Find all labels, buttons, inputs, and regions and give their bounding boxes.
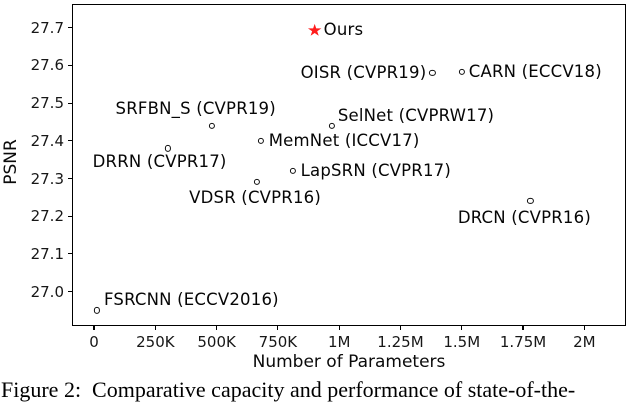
x-tick-label: 750K bbox=[258, 332, 298, 351]
plot-area bbox=[72, 4, 626, 326]
y-tick-mark bbox=[67, 177, 72, 180]
scatter-point-label: LapSRN (CVPR17) bbox=[300, 160, 452, 180]
scatter-point-label: SelNet (CVPRW17) bbox=[337, 105, 495, 125]
y-tick-mark bbox=[67, 253, 72, 255]
figure-caption: Figure 2: Comparative capacity and perfo… bbox=[1, 377, 576, 402]
x-tick-mark bbox=[399, 325, 402, 330]
y-tick-label: 27.4 bbox=[30, 131, 64, 150]
x-tick-mark bbox=[461, 325, 463, 330]
y-tick-mark bbox=[67, 102, 72, 104]
ours-star-marker bbox=[307, 23, 322, 36]
scatter-point-label: VDSR (CVPR16) bbox=[189, 188, 321, 208]
scatter-point-marker bbox=[458, 68, 465, 75]
scatter-point-label: CARN (ECCV18) bbox=[468, 61, 602, 81]
y-tick-mark bbox=[67, 290, 72, 293]
x-tick-mark bbox=[93, 325, 95, 330]
x-tick-label: 1.5M bbox=[443, 332, 481, 351]
y-tick-label: 27.6 bbox=[30, 56, 64, 75]
y-tick-label: 27.2 bbox=[30, 207, 64, 226]
y-tick-mark bbox=[67, 64, 72, 67]
scatter-point-label: FSRCNN (ECCV2016) bbox=[104, 290, 279, 310]
scatter-point-label: SRFBN_S (CVPR19) bbox=[115, 98, 276, 118]
scatter-point-label: DRCN (CVPR16) bbox=[457, 208, 591, 228]
x-tick-label: 1.25M bbox=[377, 332, 424, 351]
scatter-point-marker bbox=[257, 137, 264, 144]
y-tick-label: 27.0 bbox=[30, 282, 64, 301]
scatter-point-label: MemNet (ICCV17) bbox=[268, 130, 420, 150]
x-tick-label: 250K bbox=[136, 332, 175, 351]
x-tick-label: 2M bbox=[573, 332, 596, 351]
scatter-point-label: DRRN (CVPR17) bbox=[92, 152, 227, 172]
scatter-point-marker bbox=[328, 122, 335, 129]
scatter-chart: PSNR Number of Parameters 0 250K 500K 750K 1… bbox=[1, 4, 626, 372]
x-axis-title: Number of Parameters bbox=[252, 352, 446, 372]
x-tick-mark bbox=[216, 325, 218, 330]
y-tick-mark bbox=[67, 27, 72, 29]
scatter-point-marker bbox=[527, 198, 534, 205]
scatter-point-marker bbox=[164, 145, 171, 152]
x-tick-mark bbox=[583, 325, 585, 330]
x-tick-mark bbox=[522, 325, 524, 330]
x-tick-mark bbox=[338, 325, 340, 330]
x-tick-label: 500K bbox=[197, 332, 236, 351]
y-tick-label: 27.3 bbox=[30, 169, 64, 188]
x-tick-label: 1.75M bbox=[499, 332, 547, 351]
x-tick-label: 0 bbox=[89, 332, 99, 351]
scatter-point-marker bbox=[289, 167, 296, 175]
y-tick-label: 27.5 bbox=[30, 94, 64, 113]
y-tick-label: 27.7 bbox=[30, 18, 64, 37]
scatter-point-marker bbox=[253, 179, 261, 186]
scatter-point-label: OISR (CVPR19) bbox=[300, 62, 427, 82]
scatter-point-label: Ours bbox=[323, 20, 364, 40]
x-tick-mark bbox=[154, 325, 156, 330]
y-tick-label: 27.1 bbox=[30, 244, 64, 263]
scatter-point-marker bbox=[208, 122, 215, 129]
y-tick-mark bbox=[67, 215, 72, 217]
y-tick-mark bbox=[67, 140, 72, 142]
x-tick-label: 1M bbox=[327, 332, 351, 351]
scatter-point-marker bbox=[429, 69, 436, 77]
x-tick-mark bbox=[277, 325, 279, 330]
scatter-point-marker bbox=[93, 307, 101, 314]
